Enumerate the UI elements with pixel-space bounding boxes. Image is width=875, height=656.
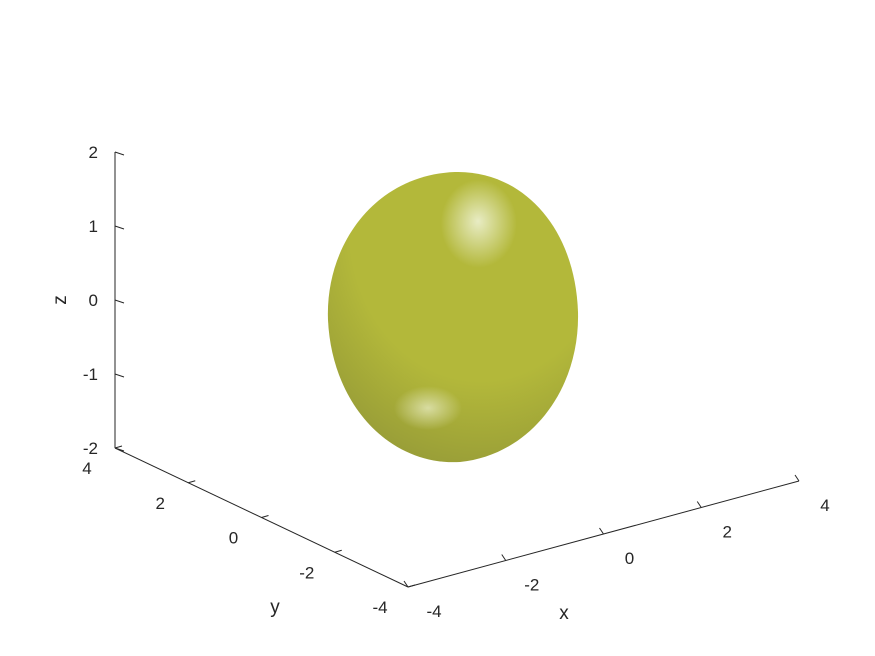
x-tick-label: -4 xyxy=(426,602,441,621)
x-tick-label: -2 xyxy=(524,576,539,595)
z-tick-label: 0 xyxy=(89,291,98,310)
y-tick-label: -4 xyxy=(372,598,387,617)
x-tick-mark xyxy=(501,554,507,561)
z-tick-label: 1 xyxy=(89,217,98,236)
x-axis-label: x xyxy=(559,603,569,624)
ellipsoid-body xyxy=(327,171,579,463)
axis-labels: x y z xyxy=(50,295,569,624)
y-tick-mark xyxy=(407,584,416,588)
y-tick-label: 2 xyxy=(156,494,165,513)
ellipsoid-surface xyxy=(327,171,579,463)
x-tick-mark xyxy=(403,580,409,588)
x-tick-mark xyxy=(696,501,702,508)
z-tick-label: -2 xyxy=(83,439,98,458)
x-tick-label: 4 xyxy=(820,496,829,515)
z-axis-label: z xyxy=(50,295,71,305)
y-tick-label: 0 xyxy=(229,529,238,548)
z-tick-mark xyxy=(114,151,125,156)
x-tick-mark xyxy=(599,527,604,535)
x-tick-mark xyxy=(794,474,800,482)
y-axis-label: y xyxy=(270,597,280,618)
z-tick-label: -1 xyxy=(83,365,98,384)
x-tick-label: 0 xyxy=(625,549,634,568)
ellipsoid-lower-highlight xyxy=(394,386,462,430)
z-tick-mark xyxy=(114,373,125,378)
y-tick-mark xyxy=(261,515,269,518)
z-tick-mark xyxy=(114,447,125,452)
y-tick-mark xyxy=(188,480,196,484)
x-tick-label: 2 xyxy=(723,523,732,542)
y-tick-mark xyxy=(334,549,342,553)
y-tick-label: -2 xyxy=(299,563,314,582)
y-tick-mark xyxy=(114,445,123,449)
z-tick-mark xyxy=(114,225,125,230)
z-tick-label: 2 xyxy=(89,143,98,162)
y-tick-label: 4 xyxy=(82,459,91,478)
z-tick-mark xyxy=(114,299,125,304)
